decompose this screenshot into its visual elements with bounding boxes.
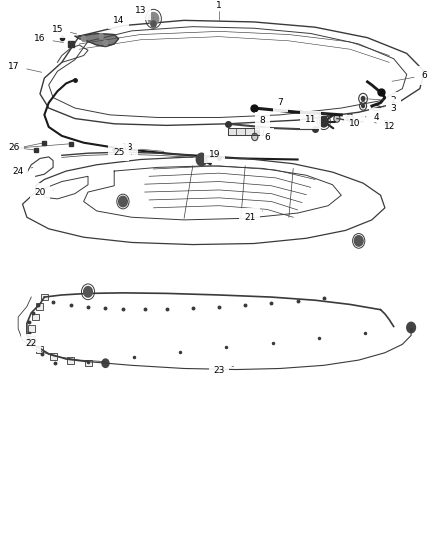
Text: 17: 17 (8, 61, 42, 72)
FancyBboxPatch shape (28, 326, 35, 332)
Circle shape (361, 96, 365, 101)
Text: 15: 15 (52, 25, 77, 34)
Polygon shape (228, 128, 263, 135)
Circle shape (347, 114, 353, 121)
Text: 6: 6 (392, 71, 427, 82)
Polygon shape (75, 34, 119, 46)
Circle shape (103, 41, 108, 45)
Text: 1: 1 (216, 2, 222, 10)
Circle shape (84, 287, 92, 297)
Ellipse shape (381, 120, 389, 125)
Text: 7: 7 (277, 98, 283, 107)
FancyBboxPatch shape (36, 346, 43, 353)
Circle shape (354, 236, 363, 246)
Text: 8: 8 (260, 116, 265, 125)
Circle shape (252, 133, 258, 141)
Text: 26: 26 (8, 143, 19, 152)
Text: 16: 16 (34, 34, 64, 43)
FancyBboxPatch shape (41, 294, 48, 300)
Circle shape (99, 34, 103, 39)
Text: 10: 10 (341, 119, 360, 128)
Text: 19: 19 (201, 150, 220, 159)
Text: 6: 6 (252, 133, 270, 142)
FancyBboxPatch shape (49, 353, 57, 360)
Text: 11: 11 (305, 115, 316, 124)
Text: 4: 4 (361, 113, 379, 122)
Circle shape (362, 104, 364, 108)
Circle shape (81, 36, 86, 42)
FancyBboxPatch shape (28, 336, 35, 342)
Text: 3: 3 (383, 103, 396, 112)
Text: 21: 21 (244, 211, 263, 222)
Circle shape (196, 153, 207, 166)
Circle shape (407, 322, 416, 333)
Text: 2: 2 (366, 96, 396, 105)
FancyBboxPatch shape (85, 360, 92, 366)
Text: 14: 14 (113, 16, 124, 25)
Circle shape (102, 359, 109, 367)
Text: 20: 20 (34, 188, 53, 197)
Circle shape (148, 12, 159, 25)
Text: 18: 18 (122, 143, 164, 152)
Text: 25: 25 (113, 148, 132, 157)
Text: 23: 23 (213, 366, 234, 375)
Circle shape (334, 115, 340, 122)
Text: 24: 24 (13, 166, 33, 175)
Circle shape (119, 196, 127, 207)
Ellipse shape (372, 106, 381, 111)
FancyBboxPatch shape (32, 314, 39, 320)
Text: 12: 12 (374, 123, 395, 132)
Circle shape (319, 116, 328, 127)
Text: 22: 22 (26, 339, 38, 348)
FancyBboxPatch shape (67, 358, 74, 364)
Circle shape (151, 21, 156, 27)
Text: 13: 13 (134, 6, 153, 18)
FancyBboxPatch shape (36, 303, 43, 310)
